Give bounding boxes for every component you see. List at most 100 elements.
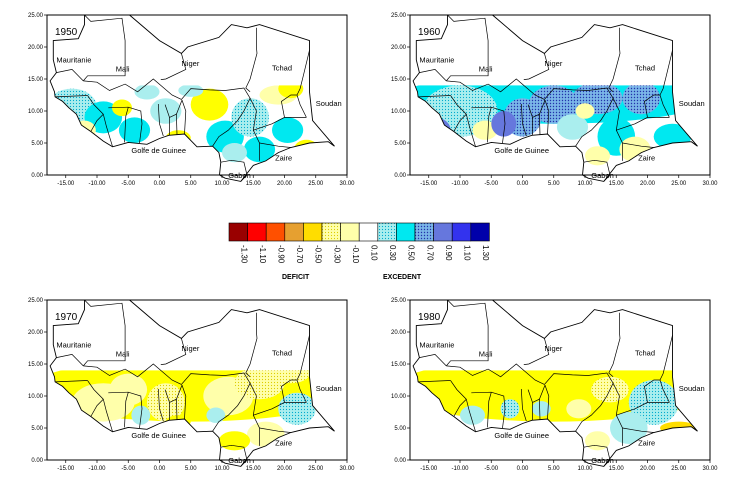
x-tick-label: -10.00 xyxy=(451,181,469,187)
country-border xyxy=(446,363,614,385)
map-1960: -15.00 -10.00 -5.00 0.00 5.00 10.00 15.00 20.00… xyxy=(391,13,718,187)
country-border xyxy=(83,363,251,385)
y-tick-label: 5.00 xyxy=(394,426,406,432)
anomaly-patch xyxy=(556,114,589,140)
year-label: 1980 xyxy=(418,312,441,323)
map-1970: -15.00 -10.00 -5.00 0.00 5.00 10.00 15.00 20.00… xyxy=(28,298,355,472)
anomaly-patch xyxy=(190,88,229,121)
country-border xyxy=(90,113,104,132)
excedent-label: EXCEDENT xyxy=(383,274,422,281)
place-label-tchad: Tchad xyxy=(635,64,655,73)
anomaly-patch xyxy=(134,84,160,100)
anomaly-patch xyxy=(206,407,226,423)
place-label-mauritanie: Mauritanie xyxy=(419,55,454,64)
y-tick-label: 25.00 xyxy=(391,13,407,19)
y-tick-label: 10.00 xyxy=(28,109,44,115)
legend-swatch xyxy=(265,222,286,242)
anomaly-patch xyxy=(622,82,661,115)
legend-swatch xyxy=(451,222,472,242)
x-tick-label: 30.00 xyxy=(339,181,355,187)
country-border xyxy=(281,379,297,403)
place-label-gabon: Gabon xyxy=(228,456,251,465)
x-tick-label: 15.00 xyxy=(609,181,625,187)
legend-tick-label: 0.10 xyxy=(370,245,379,261)
place-label-soudan: Soudan xyxy=(679,384,705,393)
legend-tick-label: -0.10 xyxy=(351,245,360,264)
x-tick-label: -5.00 xyxy=(484,466,498,472)
country-border xyxy=(453,113,467,132)
country-border xyxy=(281,94,297,118)
country-border xyxy=(453,398,467,417)
place-label-soudan: Soudan xyxy=(679,99,705,108)
anomaly-patch xyxy=(500,399,520,419)
anomaly-patch xyxy=(585,146,610,166)
legend-tick-label: -1.10 xyxy=(258,245,267,264)
y-tick-label: 0.00 xyxy=(394,458,406,464)
anomaly-patch xyxy=(178,84,204,97)
anomaly-patch xyxy=(109,373,148,406)
place-label-niger: Niger xyxy=(181,59,199,68)
country-border xyxy=(55,380,88,383)
legend-swatch xyxy=(303,222,323,242)
anomaly-patch xyxy=(531,401,551,417)
country-border xyxy=(583,444,611,467)
x-tick-label: 5.00 xyxy=(548,181,560,187)
x-tick-label: 0.00 xyxy=(517,181,529,187)
country-border xyxy=(644,379,660,403)
year-label: 1970 xyxy=(55,312,78,323)
country-border xyxy=(446,14,489,82)
anomaly-patch xyxy=(278,392,316,425)
place-label-mali: Mali xyxy=(116,64,130,73)
anomaly-patch xyxy=(218,431,251,451)
legend-tick-label: -0.30 xyxy=(332,245,341,264)
country-border xyxy=(181,99,187,135)
y-tick-label: 0.00 xyxy=(31,458,43,464)
place-label-zaire: Zaire xyxy=(638,438,655,447)
country-border xyxy=(160,53,187,80)
x-tick-label: -15.00 xyxy=(420,466,438,472)
place-label-mauritanie: Mauritanie xyxy=(419,340,454,349)
country-border xyxy=(520,388,527,422)
country-border xyxy=(176,384,183,400)
legend-swatch xyxy=(358,222,379,242)
x-tick-label: -5.00 xyxy=(121,466,135,472)
anomaly-patch xyxy=(234,367,285,400)
place-label-tchad: Tchad xyxy=(272,64,292,73)
legend-swatch xyxy=(414,222,434,242)
legend-tick-label: -1.30 xyxy=(239,245,248,264)
country-border xyxy=(544,99,550,135)
coastline xyxy=(49,14,335,182)
y-tick-label: 20.00 xyxy=(391,330,407,336)
x-tick-label: -5.00 xyxy=(121,181,135,187)
country-border xyxy=(296,50,310,118)
country-border xyxy=(55,95,88,98)
country-border xyxy=(616,402,670,416)
country-border xyxy=(56,69,84,82)
country-border xyxy=(471,106,506,144)
legend-swatch xyxy=(228,222,248,242)
x-tick-label: 0.00 xyxy=(154,181,166,187)
coastline xyxy=(412,299,698,467)
legend-swatch xyxy=(284,222,304,242)
legend-swatch xyxy=(340,222,360,242)
anomaly-patch xyxy=(575,103,595,119)
place-label-soudan: Soudan xyxy=(316,99,342,108)
anomaly-patch xyxy=(566,399,592,419)
place-label-zaire: Zaire xyxy=(275,153,292,162)
legend-swatch xyxy=(321,222,341,242)
x-tick-label: 30.00 xyxy=(339,466,355,472)
country-border xyxy=(446,299,489,367)
country-border xyxy=(212,383,251,432)
place-label-soudan: Soudan xyxy=(316,384,342,393)
country-border xyxy=(608,312,621,378)
country-border xyxy=(487,107,492,143)
country-border xyxy=(124,392,129,428)
legend-tick-label: 0.70 xyxy=(425,245,434,261)
country-border xyxy=(539,384,546,400)
place-label-mali: Mali xyxy=(116,349,130,358)
country-border xyxy=(418,95,451,98)
country-border xyxy=(212,98,251,147)
country-border xyxy=(176,99,183,115)
x-tick-label: -10.00 xyxy=(88,466,106,472)
country-border xyxy=(471,391,506,429)
